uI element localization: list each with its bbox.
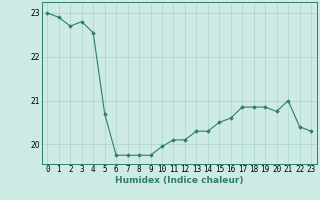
X-axis label: Humidex (Indice chaleur): Humidex (Indice chaleur): [115, 176, 244, 185]
